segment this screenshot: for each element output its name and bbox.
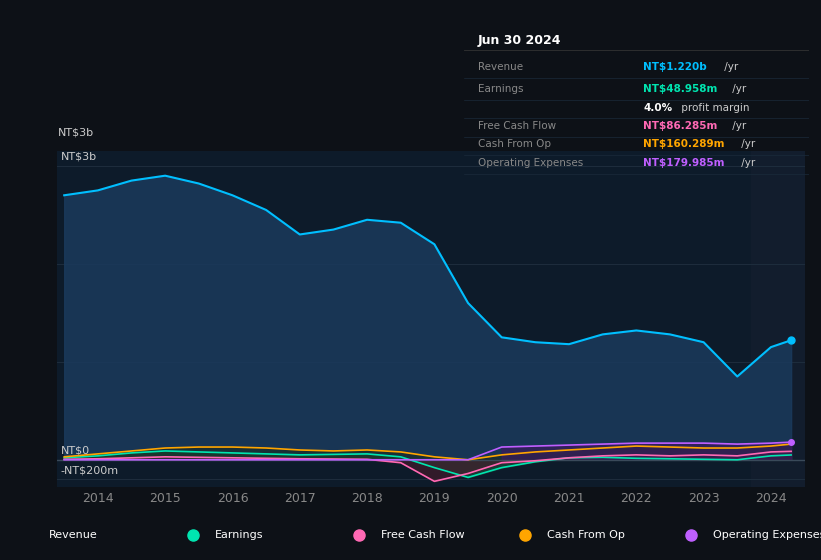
Text: NT$0: NT$0 xyxy=(61,446,90,456)
Text: NT$1.220b: NT$1.220b xyxy=(643,62,707,72)
Text: /yr: /yr xyxy=(738,158,755,168)
Text: -NT$200m: -NT$200m xyxy=(61,465,119,475)
Text: Cash From Op: Cash From Op xyxy=(478,139,551,150)
Text: profit margin: profit margin xyxy=(677,102,749,113)
Text: NT$160.289m: NT$160.289m xyxy=(643,139,725,150)
Text: /yr: /yr xyxy=(721,62,738,72)
Text: Jun 30 2024: Jun 30 2024 xyxy=(478,34,562,46)
Text: Cash From Op: Cash From Op xyxy=(547,530,625,540)
Text: /yr: /yr xyxy=(738,139,755,150)
Text: /yr: /yr xyxy=(729,84,746,94)
Text: Free Cash Flow: Free Cash Flow xyxy=(381,530,465,540)
Text: 4.0%: 4.0% xyxy=(643,102,672,113)
Text: Earnings: Earnings xyxy=(478,84,523,94)
Text: /yr: /yr xyxy=(729,121,746,131)
Text: NT$86.285m: NT$86.285m xyxy=(643,121,718,131)
Text: NT$48.958m: NT$48.958m xyxy=(643,84,718,94)
Text: Free Cash Flow: Free Cash Flow xyxy=(478,121,556,131)
Text: Revenue: Revenue xyxy=(48,530,97,540)
Text: Operating Expenses: Operating Expenses xyxy=(478,158,583,168)
Text: Operating Expenses: Operating Expenses xyxy=(713,530,821,540)
Text: Revenue: Revenue xyxy=(478,62,523,72)
Text: NT$3b: NT$3b xyxy=(57,127,94,137)
Text: NT$179.985m: NT$179.985m xyxy=(643,158,725,168)
Bar xyxy=(750,151,805,487)
Text: Earnings: Earnings xyxy=(214,530,264,540)
Text: NT$3b: NT$3b xyxy=(61,152,97,162)
